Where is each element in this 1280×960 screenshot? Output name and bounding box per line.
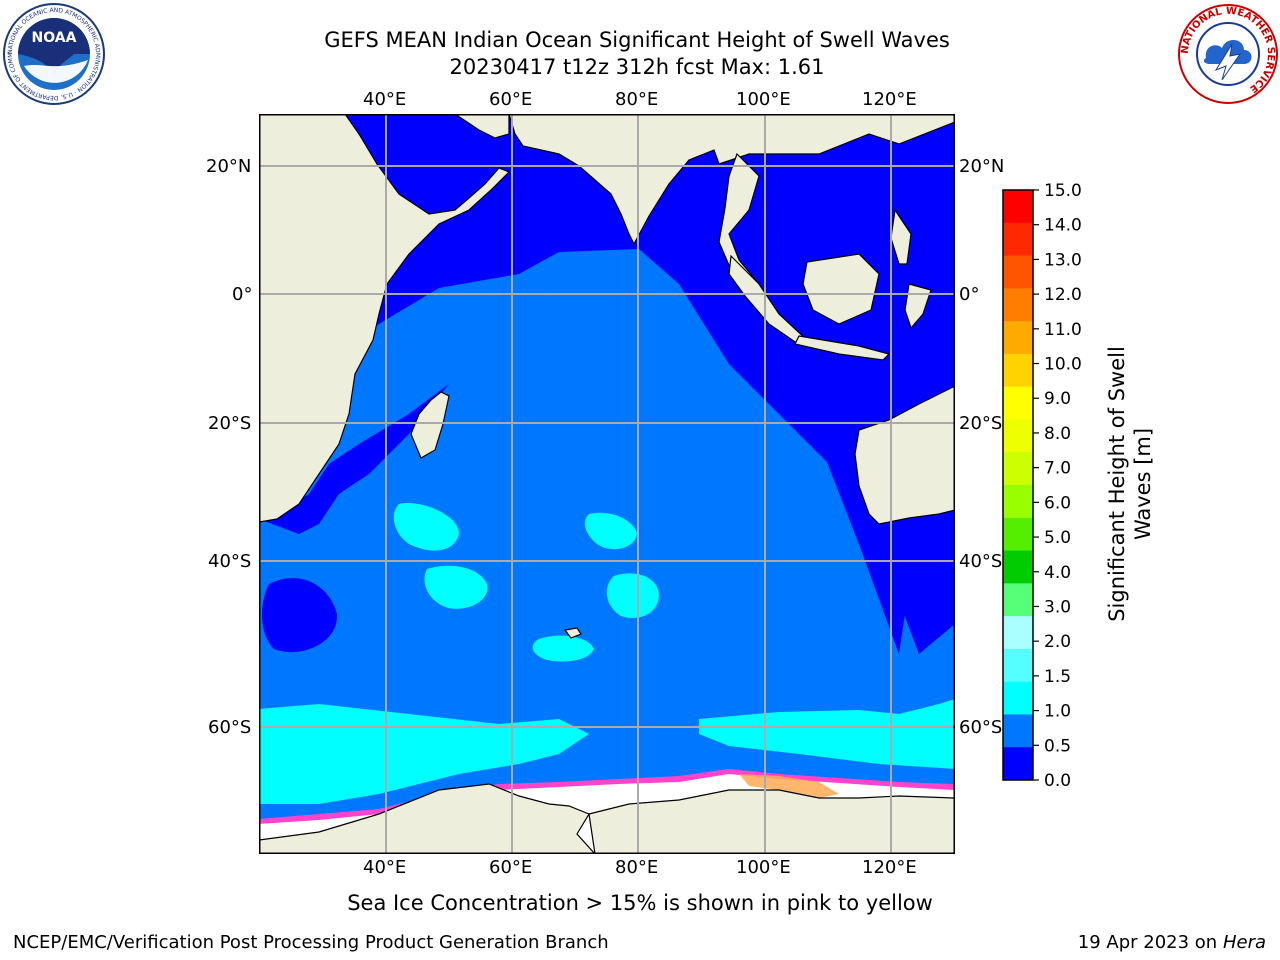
colorbar-swatch (1003, 222, 1033, 257)
colorbar-swatch (1003, 419, 1033, 453)
colorbar-swatch (1003, 386, 1033, 420)
colorbar-tick-label: 1.5 (1044, 667, 1071, 687)
colorbar-swatch (1003, 321, 1033, 355)
colorbar-tick-label: 1.0 (1044, 702, 1071, 722)
colorbar-swatch (1003, 288, 1033, 322)
lat-label-left-0: 0° (232, 284, 253, 305)
colorbar-frame (1002, 189, 1034, 781)
colorbar-swatch (1003, 583, 1033, 617)
graticule (260, 115, 954, 853)
map-subtitle: 20230417 t12z 312h fcst Max: 1.61 (449, 55, 825, 79)
lon-label-top-80e: 80°E (615, 89, 659, 110)
colorbar-tick-label: 5.0 (1044, 528, 1071, 548)
ocean-swell-0-0.5-west (260, 384, 449, 534)
colorbar-swatch (1003, 714, 1033, 748)
sea-ice-note: Sea Ice Concentration > 15% is shown in … (347, 891, 933, 915)
colorbar-tick-label: 6.0 (1044, 493, 1071, 513)
colorbar-swatch (1003, 550, 1033, 584)
lon-label-top-60e: 60°E (489, 89, 533, 110)
lon-label-bottom-100e: 100°E (736, 857, 791, 878)
lon-label-bottom-40e: 40°E (363, 857, 407, 878)
footer-date: 19 Apr 2023 on Hera (1077, 932, 1266, 953)
colorbar-tick-label: 0.0 (1044, 771, 1071, 791)
colorbar-swatch (1003, 616, 1033, 650)
lon-label-top-120e: 120°E (862, 89, 917, 110)
lat-label-right-20n: 20°N (959, 156, 1005, 177)
colorbar-swatch (1003, 485, 1033, 519)
colorbar-swatch (1003, 648, 1033, 683)
colorbar-swatch (1003, 190, 1033, 224)
nws-logo: NATIONAL WEATHER SERVICE (1178, 4, 1278, 104)
lon-label-bottom-80e: 80°E (615, 857, 659, 878)
colorbar-swatch (1003, 255, 1033, 289)
colorbar-swatch (1003, 517, 1033, 552)
lon-label-top-40e: 40°E (363, 89, 407, 110)
footer-branch: NCEP/EMC/Verification Post Processing Pr… (13, 932, 609, 953)
lat-label-left-40s: 40°S (208, 551, 252, 572)
colorbar-swatch (1003, 353, 1033, 388)
map-frame (259, 114, 955, 854)
colorbar-tick-label: 7.0 (1044, 459, 1071, 479)
lat-label-right-40s: 40°S (959, 551, 1003, 572)
map-panel (259, 114, 955, 854)
colorbar-tick-label: 13.0 (1044, 250, 1082, 270)
noaa-logo-text: NOAA (32, 30, 77, 46)
lat-label-right-20s: 20°S (959, 413, 1003, 434)
lon-label-bottom-60e: 60°E (489, 857, 533, 878)
land (260, 115, 954, 853)
ocean-swell-0-0.5-north (260, 115, 954, 654)
colorbar-swatch (1003, 681, 1033, 715)
lon-label-bottom-120e: 120°E (862, 857, 917, 878)
colorbar: 15.0 14.0 13.0 12.0 11.0 10.0 9.0 8.0 7.0 6.0 5.0 4… (1002, 181, 1082, 791)
colorbar-swatch (1003, 452, 1033, 486)
colorbar-tick-label: 2.0 (1044, 632, 1071, 652)
footer-host: Hera (1222, 932, 1266, 953)
colorbar-tick-label: 14.0 (1044, 216, 1082, 236)
lat-label-left-60s: 60°S (208, 717, 252, 738)
colorbar-label: Significant Height of Swell Waves [m] (1105, 346, 1155, 622)
lon-label-top-100e: 100°E (736, 89, 791, 110)
lat-label-right-60s: 60°S (959, 717, 1003, 738)
colorbar-tick-label: 11.0 (1044, 320, 1082, 340)
lat-label-left-20n: 20°N (206, 156, 252, 177)
colorbar-tick-label: 15.0 (1044, 181, 1082, 201)
lat-label-right-0: 0° (959, 284, 980, 305)
colorbar-swatch (1003, 747, 1033, 781)
colorbar-tick-label: 9.0 (1044, 389, 1071, 409)
ocean-swell-0-0.5-southwest (262, 578, 338, 653)
ocean-swell-0-0.5-east (899, 494, 954, 654)
lat-label-left-20s: 20°S (208, 413, 252, 434)
colorbar-tick-label: 10.0 (1044, 355, 1082, 375)
colorbar-tick-label: 0.5 (1044, 736, 1071, 756)
colorbar-tick-label: 12.0 (1044, 285, 1082, 305)
map-title: GEFS MEAN Indian Ocean Significant Heigh… (324, 28, 950, 52)
colorbar-tick-label: 3.0 (1044, 597, 1071, 617)
colorbar-tick-label: 4.0 (1044, 563, 1071, 583)
colorbar-tick-label: 8.0 (1044, 424, 1071, 444)
noaa-logo: NOAA NATIONAL OCEANIC AND ATMOSPHERIC AD… (2, 2, 105, 105)
